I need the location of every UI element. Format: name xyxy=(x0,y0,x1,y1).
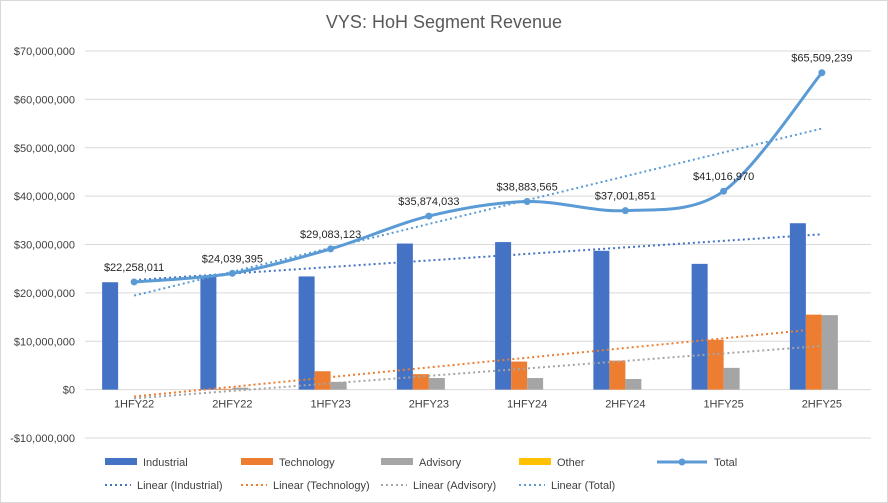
bar-technology xyxy=(609,360,626,390)
point-total xyxy=(720,187,728,195)
point-total xyxy=(130,278,138,286)
point-total xyxy=(228,269,236,277)
legend-marker-total xyxy=(678,458,686,466)
bar-technology xyxy=(511,361,528,390)
total-line xyxy=(130,69,826,286)
legend-label-trend-technology: Linear (Technology) xyxy=(273,480,370,492)
data-label-total: $37,001,851 xyxy=(595,191,656,203)
y-tick-label: $70,000,000 xyxy=(14,46,75,58)
x-tick-label: 1HFY23 xyxy=(310,399,350,411)
bar-industrial xyxy=(200,275,217,390)
bar-industrial xyxy=(593,250,610,390)
data-label-total: $41,016,970 xyxy=(693,171,754,183)
bar-advisory xyxy=(330,381,347,390)
bar-advisory xyxy=(527,378,544,390)
legend-swatch-technology xyxy=(241,458,273,465)
bar-advisory xyxy=(821,315,838,390)
point-total xyxy=(327,245,335,253)
trendline-technology xyxy=(134,327,822,398)
bar-industrial xyxy=(396,243,413,390)
trendline-total xyxy=(133,127,823,297)
data-label-total: $29,083,123 xyxy=(300,229,361,241)
legend-swatch-industrial xyxy=(105,458,137,465)
bar-advisory xyxy=(625,378,642,390)
data-label-total: $35,874,033 xyxy=(398,196,459,208)
bar-industrial xyxy=(495,242,512,390)
data-labels: $22,258,011 $24,039,395 $29,083,123 $35,874… xyxy=(104,53,853,274)
legend-label-trend-industrial: Linear (Industrial) xyxy=(137,480,223,492)
bar-technology xyxy=(216,388,233,390)
bar-industrial xyxy=(102,282,119,390)
x-axis-labels: 1HFY22 2HFY22 1HFY23 2HFY23 1HFY24 2HFY24 1HFY… xyxy=(114,399,842,411)
x-tick-label: 2HFY23 xyxy=(409,399,449,411)
y-axis-labels: -$10,000,000 $0 $10,000,000 $20,000,000 $30,… xyxy=(10,46,75,445)
legend-swatch-advisory xyxy=(381,458,413,465)
legend-label-total: Total xyxy=(714,457,737,469)
data-label-total: $24,039,395 xyxy=(202,253,263,265)
point-total xyxy=(621,207,629,215)
y-tick-label: $20,000,000 xyxy=(14,288,75,300)
legend-label-trend-total: Linear (Total) xyxy=(551,480,615,492)
bar-technology xyxy=(805,314,822,390)
x-tick-label: 1HFY24 xyxy=(507,399,547,411)
y-tick-label: $40,000,000 xyxy=(14,191,75,203)
point-total xyxy=(425,212,433,220)
x-tick-label: 1HFY22 xyxy=(114,399,154,411)
bars xyxy=(102,223,838,390)
x-tick-label: 2HFY22 xyxy=(212,399,252,411)
bar-technology xyxy=(314,371,331,390)
legend-label-technology: Technology xyxy=(279,457,335,469)
y-tick-label: -$10,000,000 xyxy=(10,433,75,445)
legend-label-industrial: Industrial xyxy=(143,457,188,469)
bar-technology xyxy=(707,339,724,390)
trendlines xyxy=(133,127,823,400)
y-tick-label: $50,000,000 xyxy=(14,143,75,155)
legend-label-advisory: Advisory xyxy=(419,457,462,469)
data-label-total: $38,883,565 xyxy=(497,182,558,194)
x-tick-label: 1HFY25 xyxy=(703,399,743,411)
bar-advisory xyxy=(723,367,740,390)
bar-industrial xyxy=(691,263,708,390)
bar-technology xyxy=(412,374,429,390)
x-tick-label: 2HFY25 xyxy=(802,399,842,411)
x-tick-label: 2HFY24 xyxy=(605,399,645,411)
legend: Industrial Technology Advisory Other Total Li… xyxy=(105,457,737,492)
legend-swatch-other xyxy=(519,458,551,465)
data-label-total: $65,509,239 xyxy=(791,53,852,65)
bar-advisory xyxy=(232,387,249,390)
y-tick-label: $0 xyxy=(63,385,75,397)
data-label-total: $22,258,011 xyxy=(104,262,164,274)
point-total xyxy=(523,198,531,206)
y-tick-label: $30,000,000 xyxy=(14,240,75,252)
bar-advisory xyxy=(428,378,445,390)
point-total xyxy=(818,69,826,77)
legend-label-trend-advisory: Linear (Advisory) xyxy=(413,480,496,492)
bar-industrial xyxy=(789,223,806,390)
legend-label-other: Other xyxy=(557,457,585,469)
y-tick-label: $10,000,000 xyxy=(14,336,75,348)
bar-industrial xyxy=(298,276,315,390)
chart-title: VYS: HoH Segment Revenue xyxy=(326,12,562,32)
y-tick-label: $60,000,000 xyxy=(14,94,75,106)
